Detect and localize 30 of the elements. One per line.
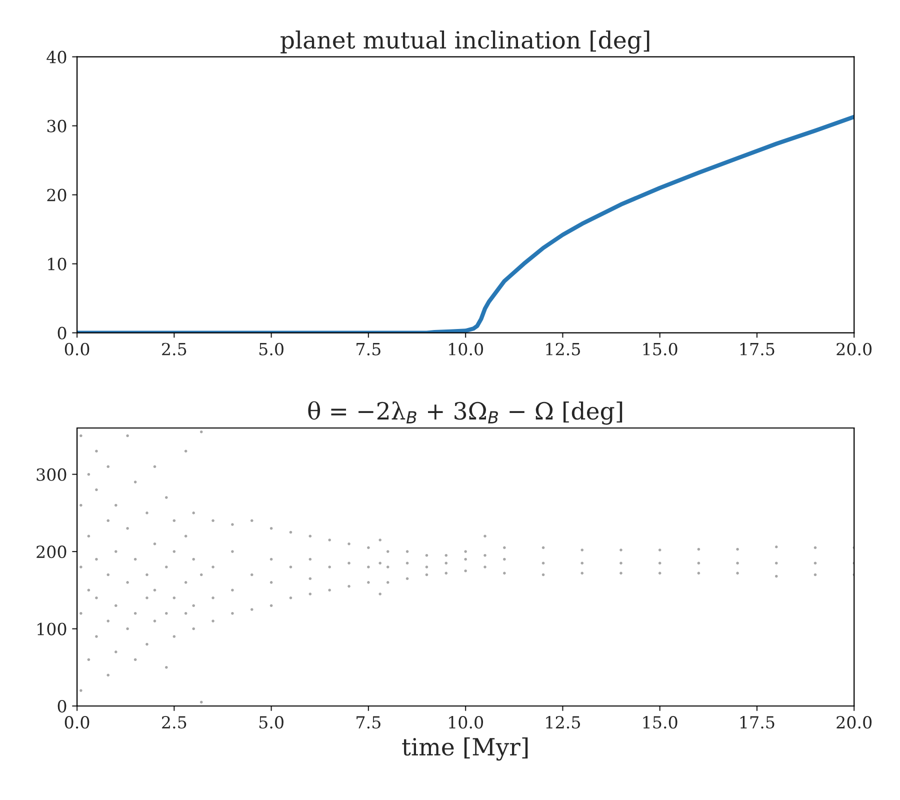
y-tick-label: 300 <box>36 468 66 481</box>
y-tick-label: 0 <box>58 326 66 340</box>
x-tick-label: 5.0 <box>259 716 284 729</box>
y-tick-label: 10 <box>48 258 66 270</box>
x-tick-label: 0.0 <box>64 342 90 356</box>
x-tick-label: 7.5 <box>356 343 380 356</box>
x-axis-title: time [Myr] <box>402 737 528 761</box>
chart-title: planet mutual inclination [deg] <box>280 30 650 54</box>
x-tick-label: 15.0 <box>643 716 678 729</box>
y-tick-label: 200 <box>36 546 66 558</box>
x-tick-label: 20.0 <box>836 342 872 356</box>
x-tick-label: 2.5 <box>162 342 186 356</box>
x-tick-label: 17.5 <box>740 716 774 729</box>
x-tick-label: 17.5 <box>740 342 774 356</box>
x-tick-label: 12.5 <box>546 342 580 356</box>
x-tick-label: 5.0 <box>259 342 284 356</box>
y-tick-label: 100 <box>38 622 66 636</box>
chart-title: θ = −2λ$_{B}$ + 3Ω$_{B}$ − Ω [deg] <box>308 401 622 425</box>
y-tick-label: 0 <box>58 700 66 713</box>
x-tick-label: 0.0 <box>64 716 90 729</box>
x-tick-label: 2.5 <box>162 716 186 729</box>
x-tick-label: 20.0 <box>836 716 872 729</box>
y-tick-label: 20 <box>47 188 66 202</box>
x-tick-label: 15.0 <box>643 342 678 356</box>
x-tick-label: 7.5 <box>356 716 380 729</box>
y-tick-label: 30 <box>47 120 66 132</box>
x-tick-label: 10.0 <box>449 716 484 729</box>
y-tick-label: 40 <box>46 50 66 64</box>
x-tick-label: 10.0 <box>449 342 484 356</box>
x-tick-label: 12.5 <box>546 716 580 729</box>
